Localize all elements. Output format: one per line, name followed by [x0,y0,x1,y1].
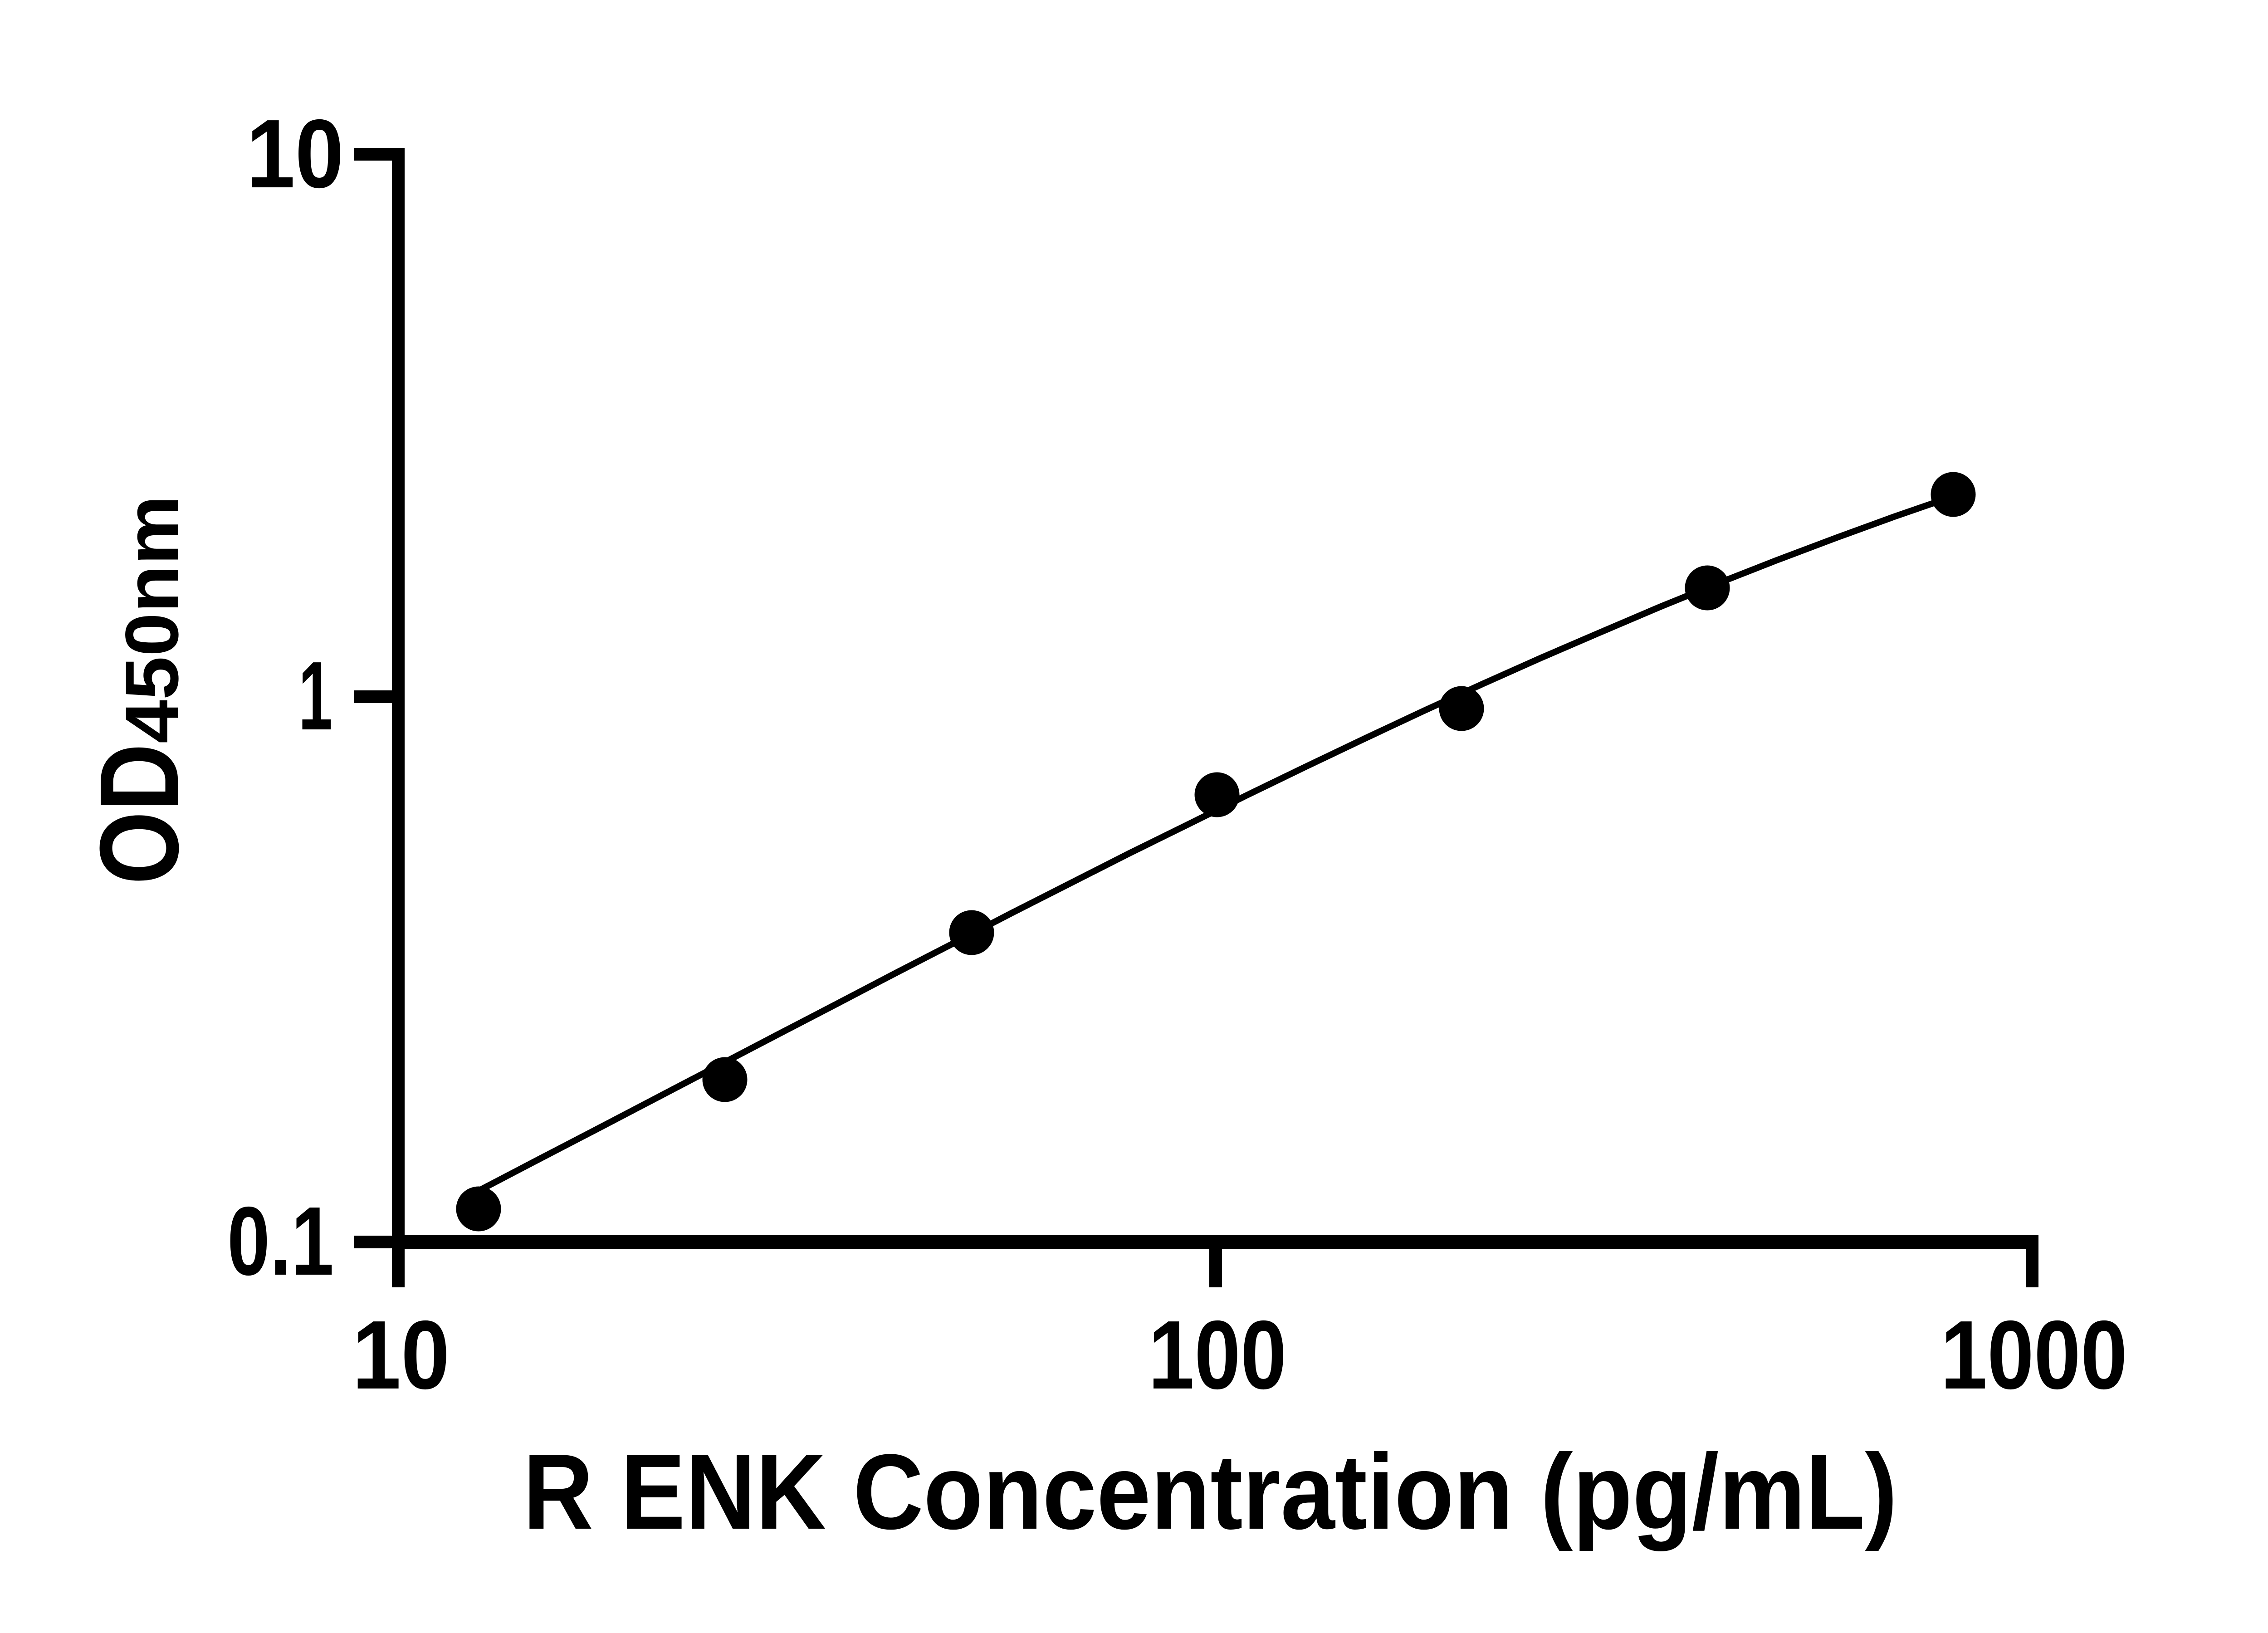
svg-text:OD450nm: OD450nm [77,495,202,885]
svg-text:R ENK Concentration (pg/mL): R ENK Concentration (pg/mL) [523,1432,1897,1552]
svg-text:10: 10 [246,99,344,208]
svg-text:1000: 1000 [1941,1300,2127,1409]
svg-text:10: 10 [352,1300,450,1409]
svg-text:0.1: 0.1 [227,1186,334,1296]
svg-text:100: 100 [1149,1300,1287,1409]
svg-text:1: 1 [298,641,332,750]
